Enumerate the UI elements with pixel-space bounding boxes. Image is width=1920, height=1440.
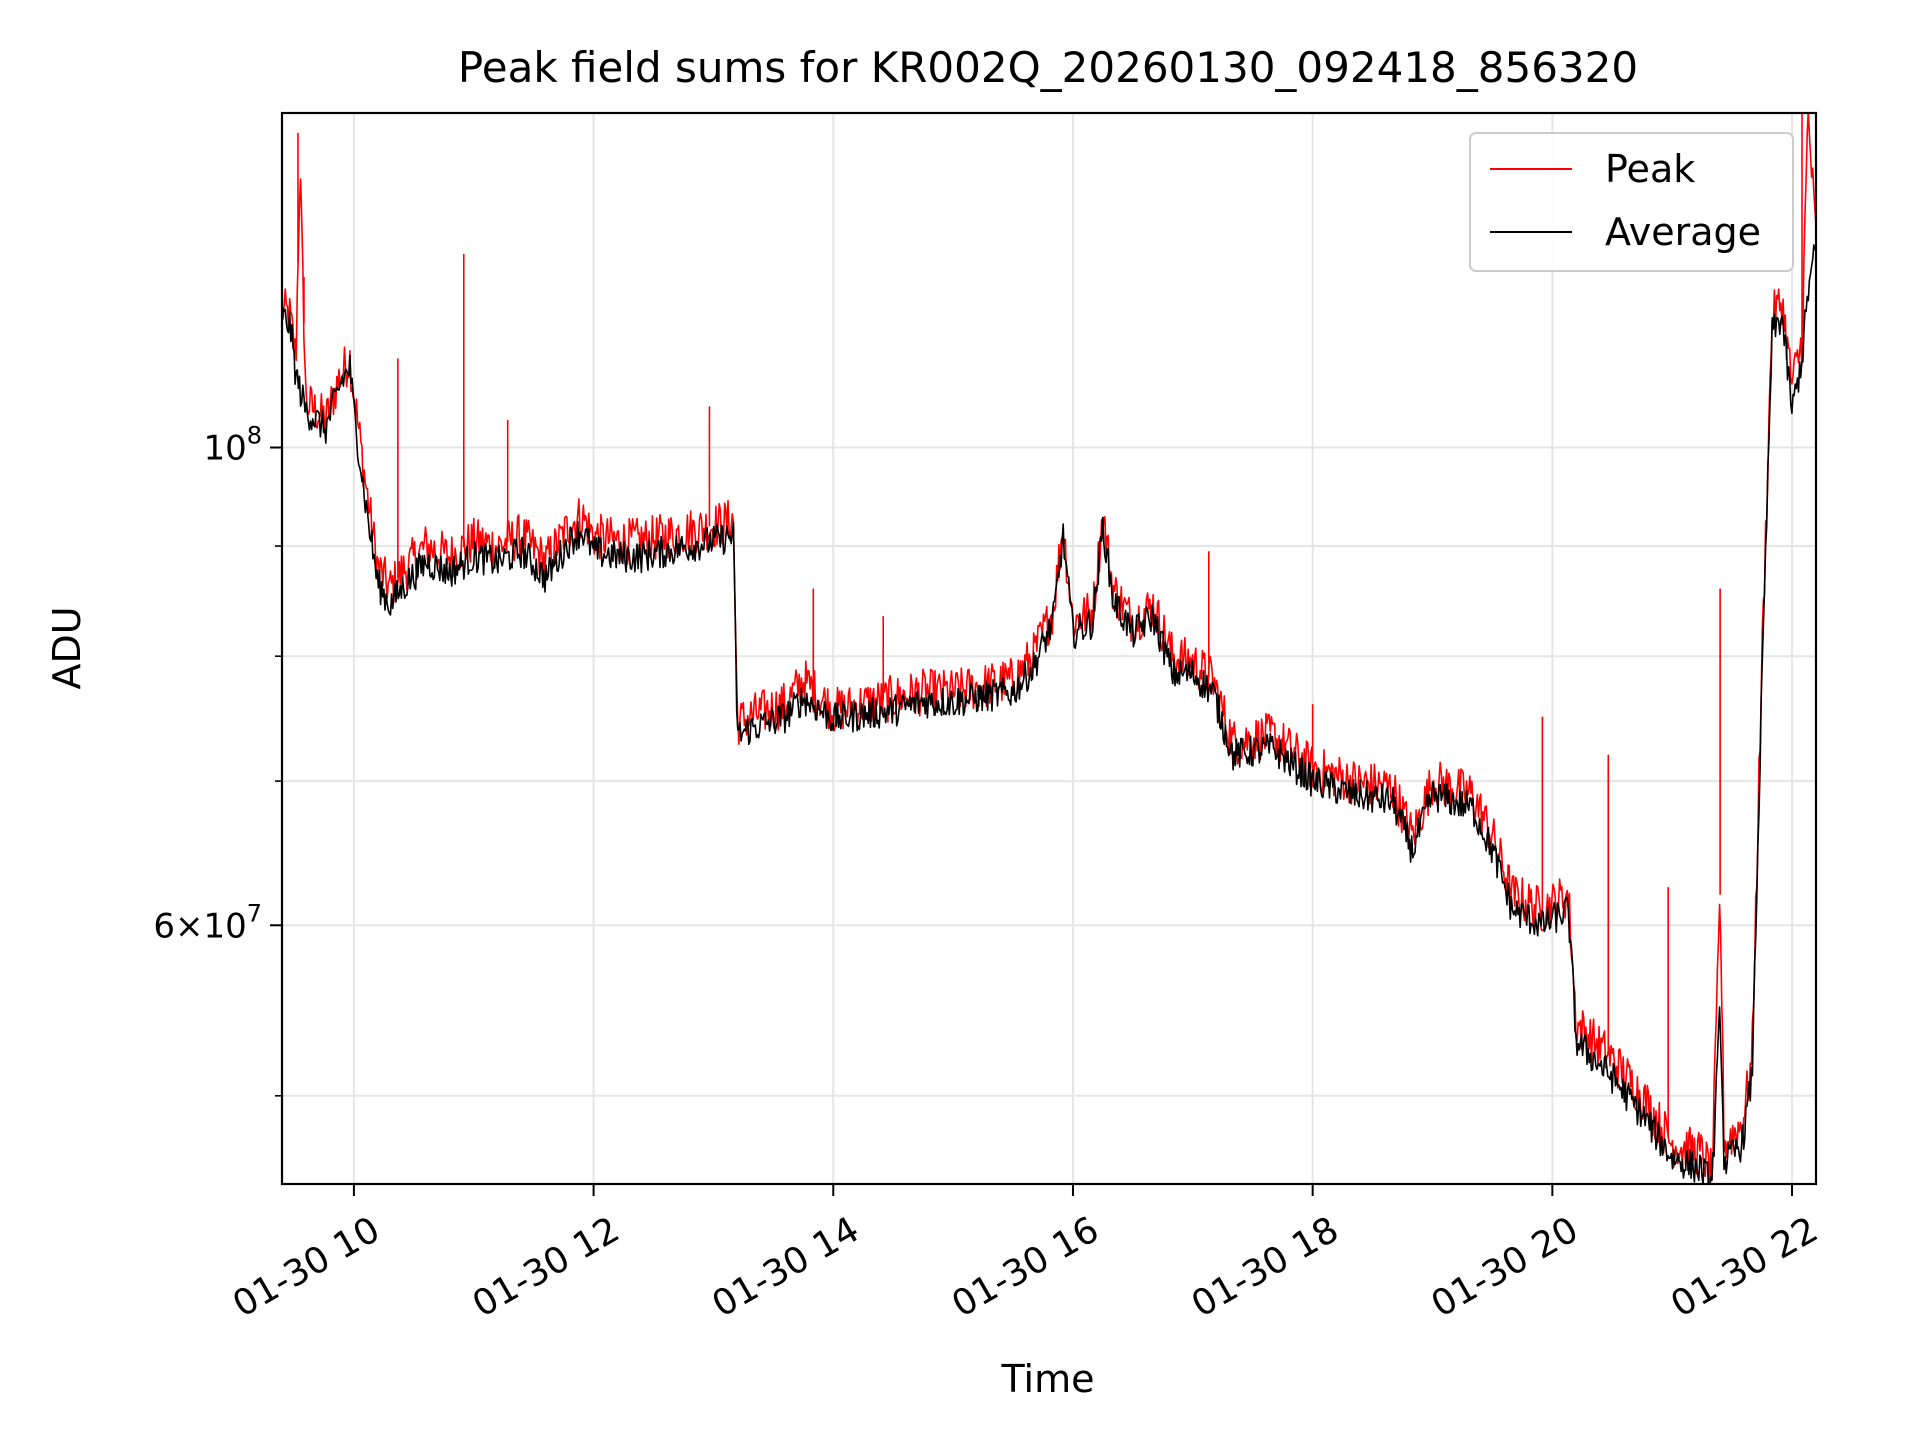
x-axis-label: Time <box>1001 1357 1095 1401</box>
peak-spikes <box>297 113 1803 1138</box>
average-series-line <box>282 244 1816 1184</box>
legend-box <box>1469 132 1794 272</box>
plot-series <box>282 113 1816 1184</box>
grid-lines <box>282 113 1816 1184</box>
y-axis-label: ADU <box>45 606 89 689</box>
plot-frame <box>280 111 1818 1186</box>
legend-peak-label: Peak <box>1605 147 1695 191</box>
y-axis-ticks: 6×107 108 <box>153 422 282 1097</box>
legend: Peak Average <box>1469 132 1794 272</box>
y-tick-label: 108 <box>203 422 262 469</box>
peak-series-line <box>282 113 1816 1184</box>
legend-average-label: Average <box>1605 210 1761 254</box>
y-tick-label: 6×107 <box>153 899 262 946</box>
chart-title: Peak field sums for KR002Q_20260130_0924… <box>458 43 1638 92</box>
